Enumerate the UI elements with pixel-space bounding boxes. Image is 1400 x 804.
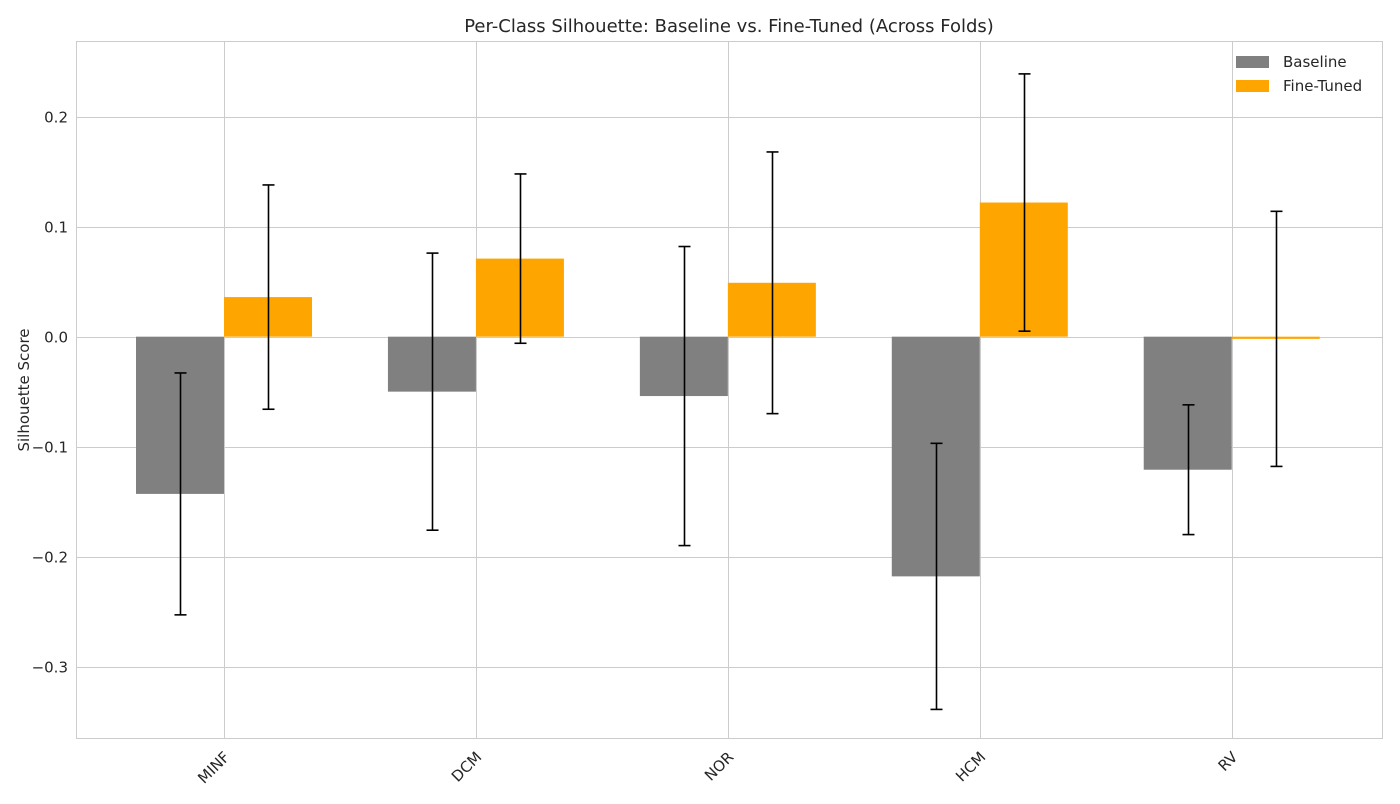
y-tick-label: −0.1 — [32, 439, 68, 457]
x-tick-label: MINF — [194, 748, 233, 787]
chart-title: Per-Class Silhouette: Baseline vs. Fine-… — [464, 16, 994, 37]
x-tick-label: RV — [1215, 748, 1242, 775]
y-tick-label: 0.0 — [44, 329, 68, 347]
legend-label-baseline: Baseline — [1283, 53, 1347, 71]
y-tick-label: −0.3 — [32, 659, 68, 677]
x-tick-label: NOR — [701, 748, 737, 784]
y-axis-label: Silhouette Score — [15, 328, 33, 451]
legend-label-fine-tuned: Fine-Tuned — [1283, 77, 1362, 95]
x-tick-label: DCM — [448, 748, 485, 785]
y-tick-label: −0.2 — [32, 549, 68, 567]
x-tick-label: HCM — [952, 748, 989, 785]
legend-swatch-fine-tuned — [1236, 80, 1269, 92]
legend: Baseline Fine-Tuned — [1236, 53, 1362, 95]
grid-lines — [77, 42, 1382, 738]
legend-swatch-baseline — [1236, 56, 1269, 68]
y-tick-label: 0.2 — [44, 109, 68, 127]
error-bars — [174, 73, 1283, 711]
y-tick-label: 0.1 — [44, 219, 68, 237]
bars — [136, 202, 1320, 577]
plot-frame — [76, 41, 1383, 739]
